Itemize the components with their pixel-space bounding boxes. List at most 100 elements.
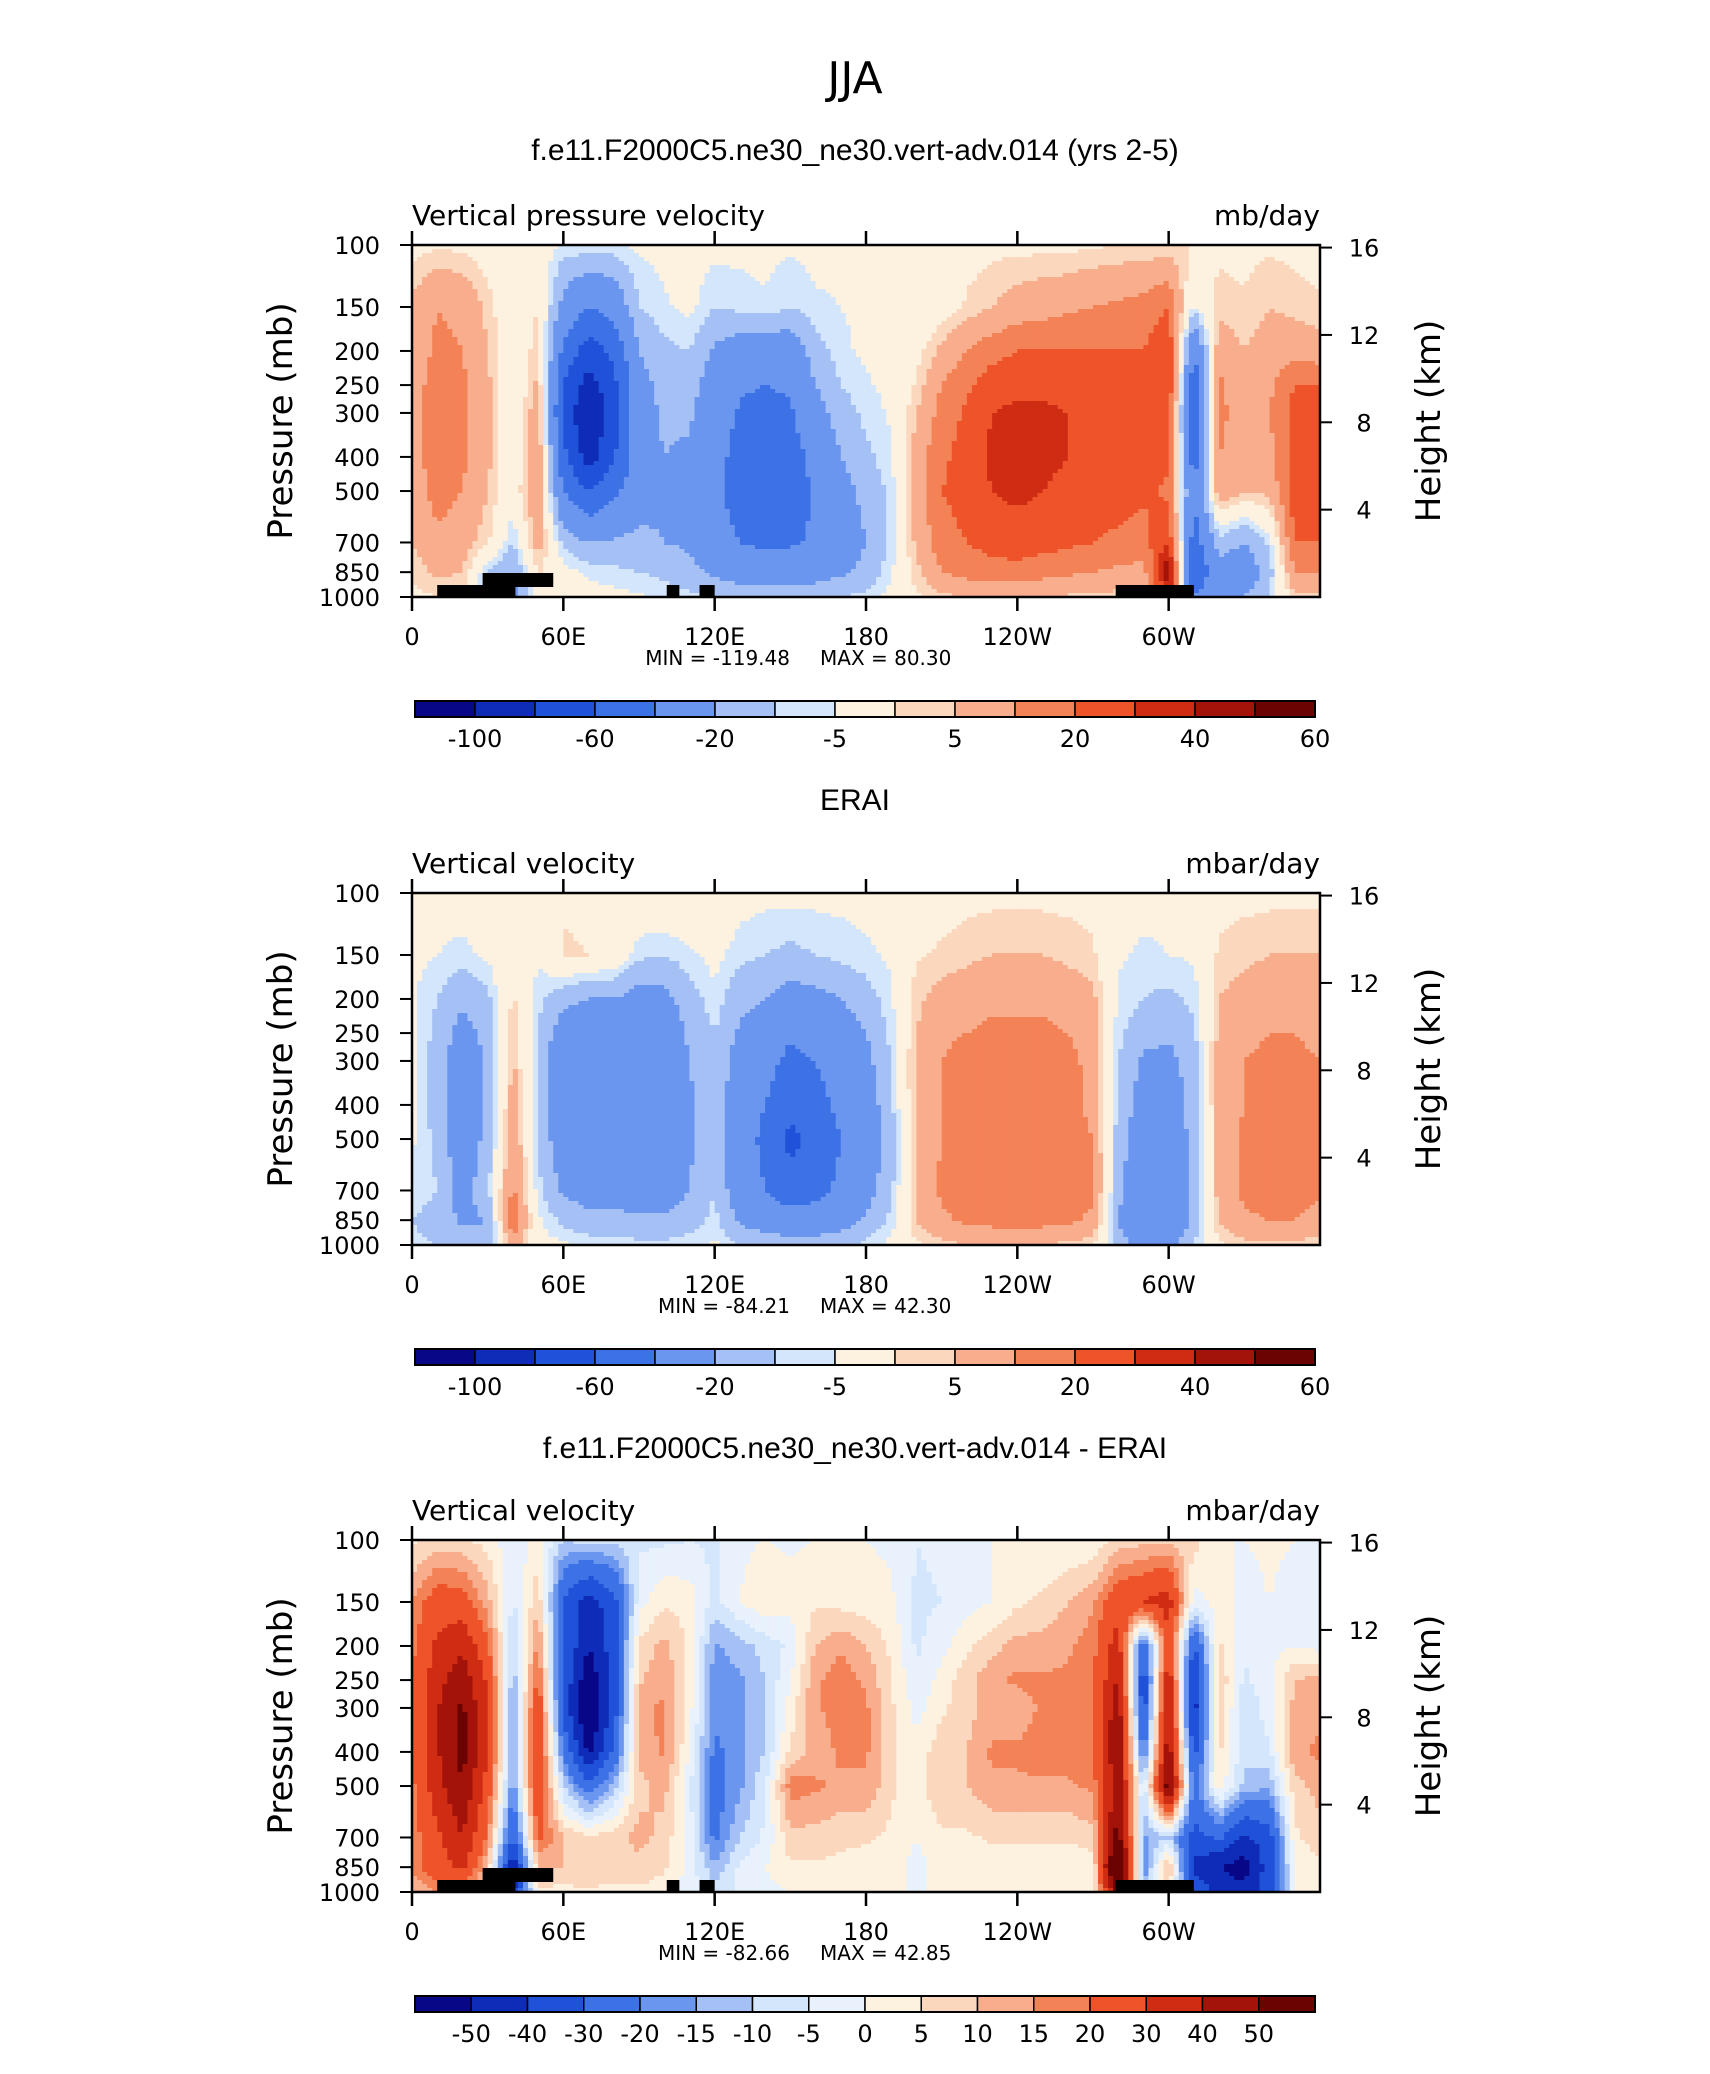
heatmap-cell xyxy=(1203,325,1210,330)
heatmap-cell xyxy=(739,345,746,350)
heatmap-cell xyxy=(729,285,736,290)
heatmap-cell xyxy=(684,265,691,270)
heatmap-cell xyxy=(1118,309,1124,314)
heatmap-cell xyxy=(568,285,575,290)
heatmap-cell xyxy=(805,253,812,258)
heatmap-cell xyxy=(941,313,948,318)
heatmap-cell xyxy=(982,285,988,290)
heatmap-cell xyxy=(548,245,554,250)
heatmap-cell xyxy=(881,281,887,286)
heatmap-cell xyxy=(654,269,660,274)
heatmap-cell xyxy=(568,341,575,346)
heatmap-cell xyxy=(886,289,892,294)
heatmap-cell xyxy=(906,305,912,310)
heatmap-cell xyxy=(1178,345,1185,350)
heatmap-cell xyxy=(1057,269,1064,274)
heatmap-cell xyxy=(588,329,595,334)
heatmap-cell xyxy=(644,261,650,266)
heatmap-cell xyxy=(1279,305,1286,310)
heatmap-cell xyxy=(689,245,696,250)
heatmap-cell xyxy=(987,249,993,254)
heatmap-cell xyxy=(946,309,953,314)
heatmap-cell xyxy=(976,337,983,342)
heatmap-cell xyxy=(553,253,559,258)
heatmap-cell xyxy=(956,333,963,338)
heatmap-cell xyxy=(1173,297,1180,302)
heatmap-cell xyxy=(1082,245,1089,250)
heatmap-cell xyxy=(881,321,887,326)
heatmap-cell xyxy=(1103,277,1109,282)
heatmap-cell xyxy=(760,341,766,346)
heatmap-cell xyxy=(810,293,817,298)
heatmap-cell xyxy=(598,245,605,250)
heatmap-cell xyxy=(608,261,615,266)
heatmap-cell xyxy=(729,277,736,282)
heatmap-cell xyxy=(704,277,711,282)
heatmap-cell xyxy=(810,313,817,318)
heatmap-cell xyxy=(820,345,827,350)
heatmap-cell xyxy=(442,293,448,298)
heatmap-cell xyxy=(462,341,469,346)
heatmap-cell xyxy=(1138,281,1145,286)
heatmap-cell xyxy=(442,261,448,266)
heatmap-cell xyxy=(644,257,650,262)
heatmap-cell xyxy=(417,277,423,282)
heatmap-cell xyxy=(1042,349,1049,354)
heatmap-cell xyxy=(623,285,630,290)
heatmap-cell xyxy=(709,293,716,298)
heatmap-cell xyxy=(639,345,645,350)
heatmap-cell xyxy=(810,337,817,342)
heatmap-cell xyxy=(1138,265,1145,270)
heatmap-cell xyxy=(1057,329,1064,334)
heatmap-cell xyxy=(689,341,696,346)
heatmap-cell xyxy=(1259,293,1266,298)
heatmap-cell xyxy=(1087,297,1094,302)
heatmap-cell xyxy=(1163,337,1170,342)
heatmap-cell xyxy=(1138,297,1145,302)
heatmap-cell xyxy=(487,333,494,338)
heatmap-cell xyxy=(412,293,418,298)
heatmap-cell xyxy=(1254,325,1261,330)
heatmap-cell xyxy=(553,337,559,342)
heatmap-cell xyxy=(497,281,504,286)
heatmap-cell xyxy=(775,285,781,290)
heatmap-cell xyxy=(971,269,978,274)
heatmap-cell xyxy=(417,273,423,278)
heatmap-cell xyxy=(714,261,721,266)
heatmap-cell xyxy=(1002,333,1008,338)
heatmap-cell xyxy=(522,341,529,346)
heatmap-cell xyxy=(1057,317,1064,322)
heatmap-cell xyxy=(679,265,685,270)
heatmap-cell xyxy=(1188,313,1195,318)
heatmap-cell xyxy=(512,329,519,334)
heatmap-cell xyxy=(871,341,877,346)
heatmap-cell xyxy=(1294,345,1301,350)
heatmap-cell xyxy=(1188,285,1195,290)
heatmap-cell xyxy=(1309,249,1316,254)
heatmap-cell xyxy=(749,277,756,282)
heatmap-cell xyxy=(1203,301,1210,306)
heatmap-cell xyxy=(1042,305,1049,310)
heatmap-cell xyxy=(1002,281,1008,286)
heatmap-cell xyxy=(497,349,504,354)
heatmap-cell xyxy=(749,353,756,358)
heatmap-cell xyxy=(790,353,796,358)
heatmap-cell xyxy=(906,325,912,330)
heatmap-cell xyxy=(901,297,907,302)
heatmap-cell xyxy=(563,321,569,326)
heatmap-cell xyxy=(442,245,448,250)
heatmap-cell xyxy=(987,253,993,258)
heatmap-cell xyxy=(850,285,857,290)
heatmap-cell xyxy=(961,301,968,306)
heatmap-cell xyxy=(820,265,827,270)
heatmap-cell xyxy=(971,293,978,298)
heatmap-cell xyxy=(709,281,716,286)
heatmap-cell xyxy=(956,345,963,350)
heatmap-cell xyxy=(1259,297,1266,302)
heatmap-cell xyxy=(860,325,867,330)
heatmap-cell xyxy=(1047,281,1054,286)
heatmap-cell xyxy=(593,277,600,282)
heatmap-cell xyxy=(1193,301,1200,306)
heatmap-cell xyxy=(1148,313,1155,318)
heatmap-cell xyxy=(775,337,781,342)
